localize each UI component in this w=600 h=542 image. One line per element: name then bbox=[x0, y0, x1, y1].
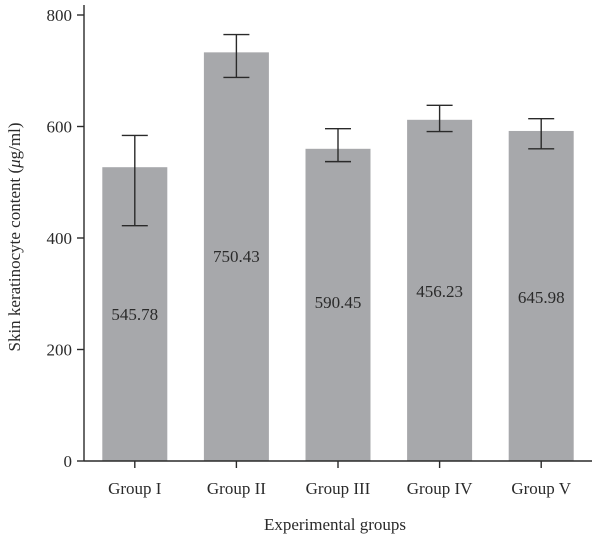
bar bbox=[407, 119, 473, 461]
bar-data-label: 456.23 bbox=[416, 282, 463, 301]
x-tick-label: Group III bbox=[306, 479, 371, 498]
y-ticks-group: 0 200 400 600 800 bbox=[47, 6, 84, 471]
y-tick-label: 400 bbox=[47, 229, 73, 248]
bar bbox=[203, 52, 269, 461]
y-axis-label-prefix: Skin keratinocyte content ( bbox=[5, 168, 24, 352]
x-ticks-group: Group I Group II Group III Group IV Group V bbox=[108, 461, 572, 498]
y-axis-label-mu: μ bbox=[5, 159, 24, 169]
y-axis-label: Skin keratinocyte content (μg/ml) bbox=[5, 122, 24, 351]
x-tick-label: Group IV bbox=[407, 479, 473, 498]
x-tick-label: Group I bbox=[108, 479, 162, 498]
y-axis-label-suffix: g/ml) bbox=[5, 122, 24, 159]
x-tick-label: Group II bbox=[207, 479, 266, 498]
bar-data-label: 645.98 bbox=[518, 288, 565, 307]
x-tick-label: Group V bbox=[511, 479, 571, 498]
bar bbox=[305, 148, 371, 462]
bar-data-label: 545.78 bbox=[111, 305, 158, 324]
x-axis-label: Experimental groups bbox=[264, 515, 406, 534]
y-tick-label: 800 bbox=[47, 6, 73, 25]
bar bbox=[508, 130, 574, 461]
error-bars-group bbox=[121, 33, 555, 227]
bars-group bbox=[102, 52, 574, 462]
bar-labels-group: 545.78 750.43 590.45 456.23 645.98 bbox=[111, 247, 564, 324]
y-tick-label: 200 bbox=[47, 341, 73, 360]
bar-data-label: 750.43 bbox=[213, 247, 260, 266]
y-tick-label: 600 bbox=[47, 118, 73, 137]
bar-data-label: 590.45 bbox=[315, 293, 362, 312]
y-tick-label: 0 bbox=[64, 452, 73, 471]
